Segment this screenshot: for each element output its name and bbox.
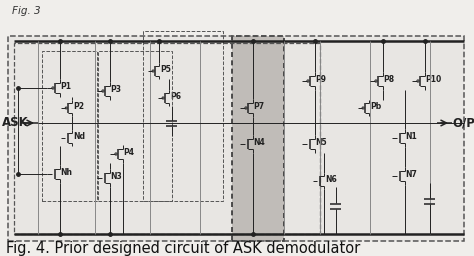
Text: Fig. 3: Fig. 3 — [12, 6, 41, 16]
Text: ASK: ASK — [2, 116, 29, 130]
Bar — [42, 51, 97, 201]
Text: P1: P1 — [61, 82, 72, 91]
Text: N5: N5 — [315, 138, 327, 147]
Text: N4: N4 — [254, 138, 265, 147]
Text: P4: P4 — [123, 148, 135, 157]
Text: Nd: Nd — [73, 132, 85, 141]
Text: P7: P7 — [254, 102, 264, 111]
Text: P8: P8 — [383, 75, 394, 84]
Text: P9: P9 — [315, 75, 327, 84]
Text: N3: N3 — [110, 172, 122, 181]
Text: P6: P6 — [170, 92, 181, 101]
Text: P5: P5 — [160, 65, 171, 74]
Text: O/P: O/P — [452, 116, 474, 130]
Text: Fig. 4. Prior designed circuit of ASK demodulator: Fig. 4. Prior designed circuit of ASK de… — [6, 240, 360, 255]
Bar — [232, 36, 284, 241]
Bar — [14, 43, 320, 234]
Text: N7: N7 — [405, 170, 417, 179]
Text: P3: P3 — [110, 85, 121, 94]
Text: Pb: Pb — [370, 102, 382, 111]
Text: N1: N1 — [405, 132, 417, 141]
Text: P2: P2 — [73, 102, 84, 111]
Bar — [8, 36, 464, 241]
Text: N6: N6 — [325, 175, 337, 184]
Text: P10: P10 — [426, 75, 442, 84]
Text: Nh: Nh — [61, 168, 73, 177]
Bar — [98, 51, 172, 201]
Bar — [143, 31, 223, 201]
Bar — [8, 36, 464, 241]
